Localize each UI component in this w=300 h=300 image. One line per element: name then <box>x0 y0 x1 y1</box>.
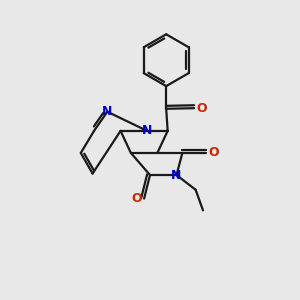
Text: N: N <box>142 124 152 137</box>
Text: N: N <box>102 105 112 118</box>
Text: O: O <box>208 146 219 159</box>
Text: N: N <box>171 169 182 182</box>
Text: O: O <box>196 102 207 115</box>
Text: O: O <box>131 192 142 205</box>
